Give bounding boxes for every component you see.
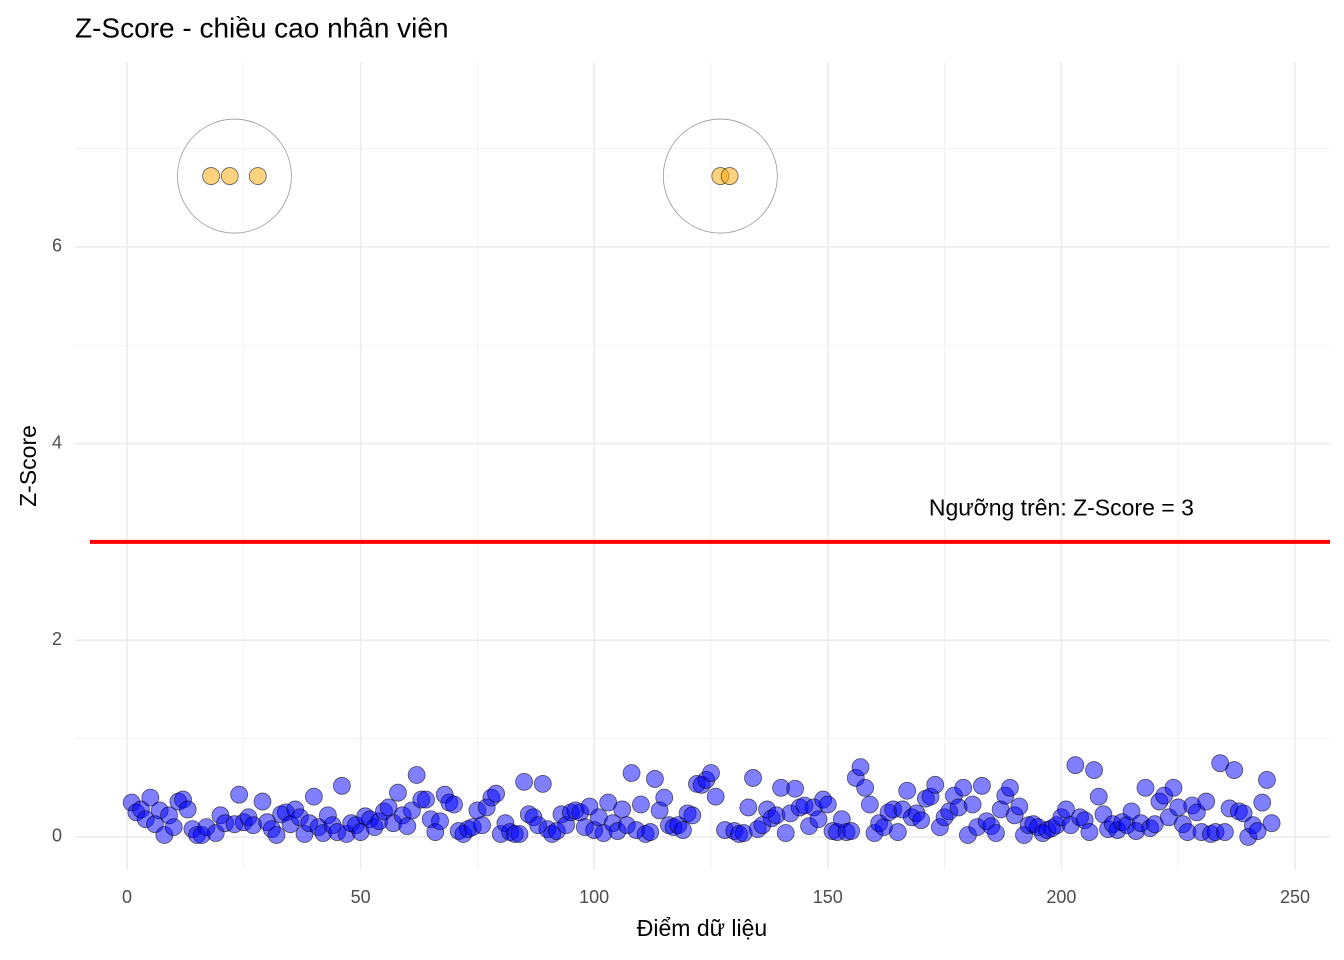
point bbox=[1080, 823, 1099, 841]
point bbox=[809, 810, 828, 829]
point bbox=[1089, 787, 1108, 806]
point bbox=[1122, 802, 1141, 821]
highlight-circle bbox=[662, 118, 778, 234]
y-tick-label: 2 bbox=[52, 629, 62, 649]
y-axis-title: Z-Score bbox=[15, 425, 41, 507]
point bbox=[407, 766, 426, 784]
point bbox=[1258, 771, 1276, 789]
point bbox=[1253, 793, 1272, 812]
point bbox=[333, 776, 351, 795]
chart-title: Z-Score - chiều cao nhân viên bbox=[75, 12, 449, 43]
point bbox=[533, 774, 552, 793]
point bbox=[1010, 797, 1029, 816]
point bbox=[842, 822, 861, 840]
point bbox=[431, 812, 449, 831]
x-tick-label: 200 bbox=[1046, 887, 1076, 907]
point bbox=[739, 798, 758, 817]
point bbox=[987, 824, 1005, 842]
point bbox=[720, 167, 739, 185]
point bbox=[613, 800, 632, 819]
point bbox=[473, 816, 491, 835]
point bbox=[417, 790, 435, 809]
x-tick-label: 100 bbox=[579, 887, 609, 907]
highlight-circle bbox=[177, 118, 292, 234]
point bbox=[622, 764, 641, 782]
point bbox=[954, 778, 973, 797]
point bbox=[389, 783, 407, 802]
point bbox=[445, 795, 463, 814]
point bbox=[786, 779, 804, 798]
point bbox=[632, 795, 650, 814]
point bbox=[253, 792, 272, 811]
x-axis-title: Điểm dữ liệu bbox=[637, 915, 767, 941]
point bbox=[267, 826, 286, 844]
point bbox=[702, 764, 720, 782]
point bbox=[230, 785, 249, 804]
point bbox=[1197, 792, 1216, 811]
point bbox=[744, 769, 762, 787]
point bbox=[851, 758, 870, 777]
point bbox=[398, 817, 417, 836]
point bbox=[220, 167, 239, 185]
point bbox=[655, 788, 674, 807]
point bbox=[510, 825, 529, 843]
point bbox=[860, 795, 879, 814]
point bbox=[1066, 756, 1085, 775]
point bbox=[487, 784, 505, 803]
point bbox=[683, 806, 702, 825]
point bbox=[1136, 778, 1155, 797]
point bbox=[641, 823, 660, 841]
point bbox=[141, 788, 160, 807]
point bbox=[515, 772, 534, 791]
point bbox=[248, 167, 267, 185]
point bbox=[674, 821, 692, 839]
point bbox=[963, 795, 982, 814]
point bbox=[1001, 778, 1019, 797]
point bbox=[1215, 823, 1234, 841]
x-tick-label: 250 bbox=[1280, 887, 1310, 907]
point bbox=[912, 811, 931, 830]
x-tick-label: 150 bbox=[813, 887, 843, 907]
y-tick-label: 0 bbox=[52, 826, 62, 846]
point bbox=[706, 787, 725, 806]
point bbox=[898, 781, 917, 800]
point bbox=[1234, 804, 1253, 823]
point bbox=[178, 800, 197, 819]
point bbox=[164, 818, 183, 837]
point bbox=[1248, 822, 1267, 840]
point bbox=[888, 823, 907, 841]
point bbox=[973, 776, 991, 795]
x-tick-label: 0 bbox=[122, 887, 132, 907]
point bbox=[776, 824, 795, 842]
point bbox=[1164, 778, 1183, 797]
point bbox=[926, 775, 945, 794]
point bbox=[202, 167, 220, 185]
point bbox=[1225, 761, 1244, 779]
point bbox=[304, 787, 323, 806]
x-tick-label: 50 bbox=[351, 887, 371, 907]
y-tick-label: 4 bbox=[52, 432, 62, 452]
point bbox=[1085, 761, 1103, 779]
threshold-label: Ngưỡng trên: Z-Score = 3 bbox=[929, 495, 1194, 521]
point bbox=[646, 770, 664, 788]
point bbox=[1262, 814, 1281, 833]
point bbox=[818, 795, 837, 814]
y-tick-label: 6 bbox=[52, 236, 62, 256]
point bbox=[856, 778, 875, 797]
